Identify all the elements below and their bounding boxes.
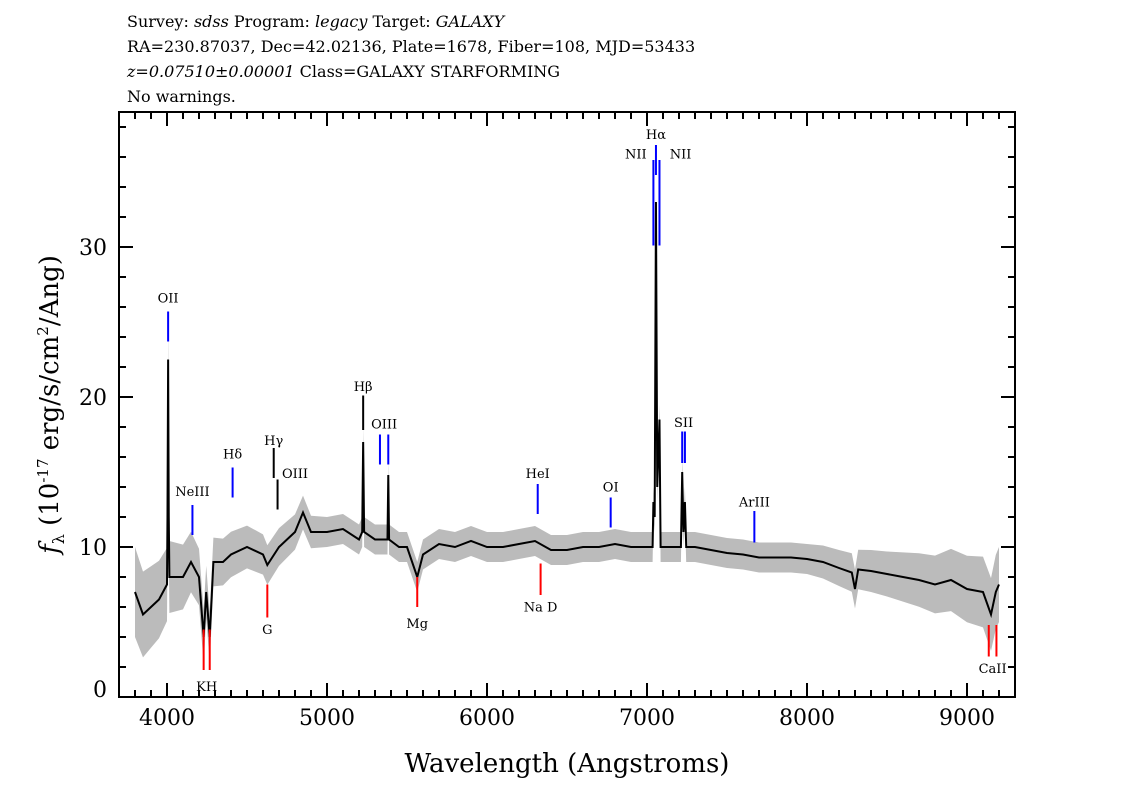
line-label: NeIII [175, 485, 209, 500]
line-label: Mg [406, 617, 428, 632]
line-label: OI [603, 481, 619, 496]
header-coords-line: RA=230.87037, Dec=42.02136, Plate=1678, … [127, 37, 696, 56]
header-text: Program: [228, 12, 316, 31]
line-label: KH [196, 680, 217, 695]
flux-line [134, 201, 1000, 638]
header-warnings-line: No warnings. [127, 87, 236, 106]
line-label: SII [674, 416, 693, 431]
plot-frame [118, 111, 1016, 698]
line-label: Hδ [223, 448, 242, 463]
line-label: HeI [526, 467, 550, 482]
y-tick-label: 30 [79, 236, 107, 261]
header-survey-line: Survey: sdss Program: legacy Target: GAL… [127, 12, 504, 32]
line-label: OIII [371, 418, 397, 433]
x-tick-label: 6000 [459, 706, 515, 731]
line-label: Na D [524, 601, 558, 616]
survey-value: sdss [193, 12, 229, 31]
y-tick-label: 0 [93, 678, 107, 703]
line-label: NII [625, 148, 647, 163]
line-label: Hβ [354, 380, 373, 395]
y-tick-label: 20 [79, 386, 107, 411]
line-label: OII [158, 292, 179, 307]
line-label: ArIII [738, 496, 770, 511]
target-value: GALAXY [435, 12, 505, 31]
x-tick-label: 4000 [139, 706, 195, 731]
x-tick-label: 9000 [939, 706, 995, 731]
line-label: Hα [646, 128, 666, 143]
line-label: Hγ [264, 434, 283, 449]
x-tick-label: 7000 [619, 706, 675, 731]
y-axis-label: fλ (10-17 erg/s/cm2/Ang) [34, 255, 68, 556]
x-tick-label: 5000 [299, 706, 355, 731]
x-axis-label: Wavelength (Angstroms) [405, 749, 730, 779]
redshift-value: z=0.07510±0.00001 [127, 62, 295, 81]
line-label: OIII [282, 467, 308, 482]
line-label: CaII [979, 662, 1007, 677]
class-value: Class=GALAXY STARFORMING [294, 62, 561, 81]
header-text: Target: [367, 12, 436, 31]
line-label: G [262, 623, 272, 638]
y-tick-label: 10 [79, 536, 107, 561]
x-tick-label: 8000 [779, 706, 835, 731]
line-label: NII [670, 148, 692, 163]
error-band [135, 187, 999, 664]
program-value: legacy [315, 12, 368, 31]
header-redshift-line: z=0.07510±0.00001 Class=GALAXY STARFORMI… [127, 62, 560, 82]
header-text: Survey: [127, 12, 194, 31]
